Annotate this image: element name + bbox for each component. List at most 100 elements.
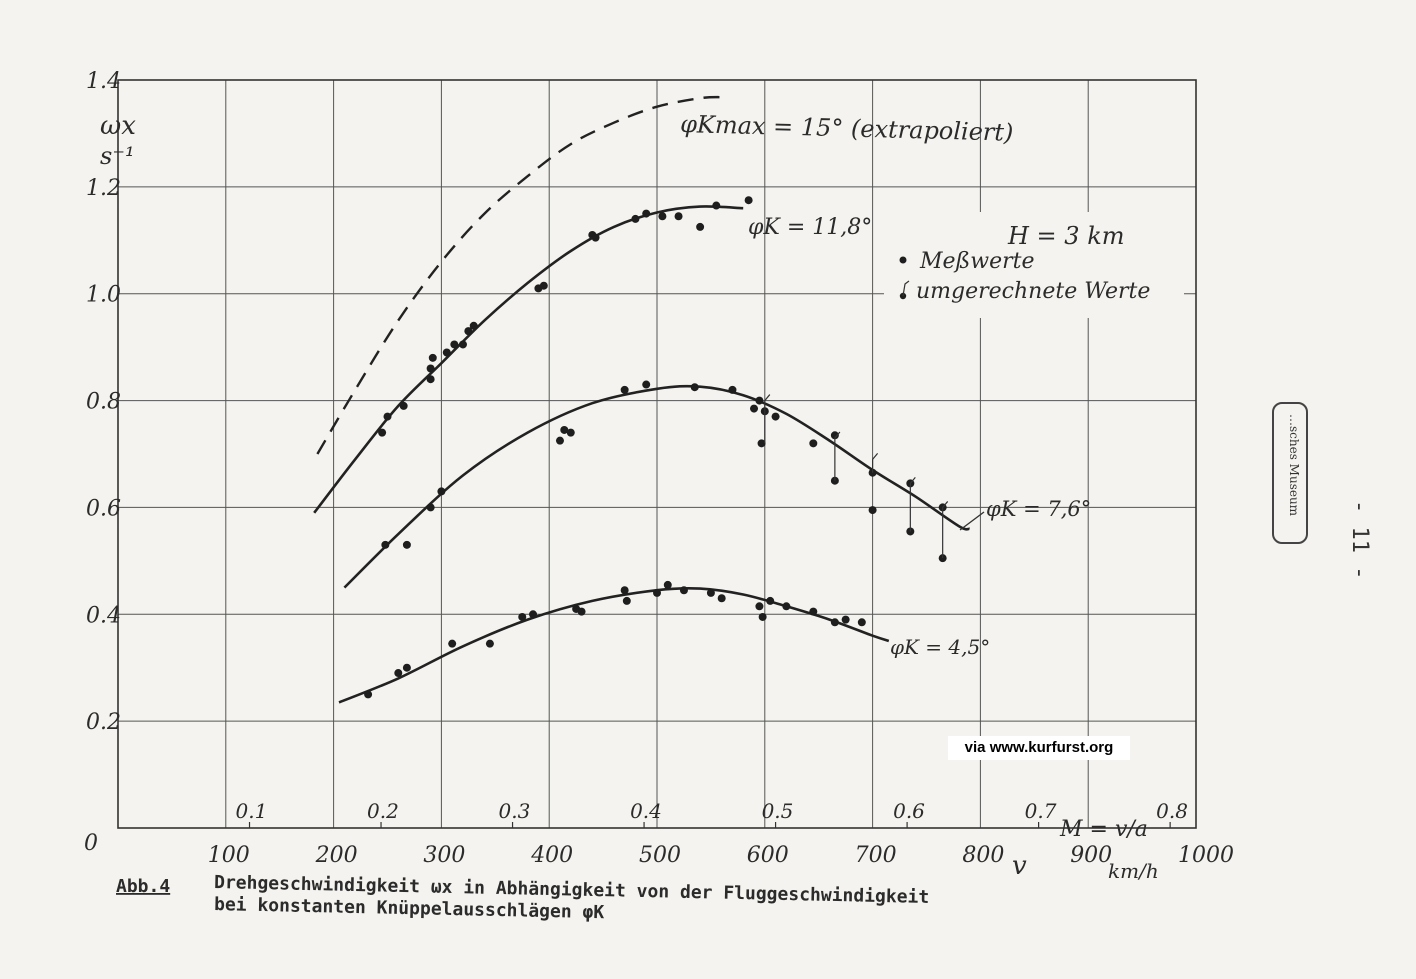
watermark: via www.kurfurst.org — [948, 736, 1130, 760]
data-point — [782, 602, 791, 611]
data-point — [448, 639, 457, 648]
curve-label-max: φKmax = 15° (extrapoliert) — [680, 110, 1014, 147]
origin-label: 0 — [84, 831, 98, 856]
data-point — [364, 690, 373, 699]
x-tick-label: 900 — [1070, 843, 1112, 868]
grid — [118, 80, 1196, 828]
data-point — [868, 506, 877, 515]
data-point — [622, 596, 631, 605]
series-curve-3 — [338, 586, 890, 704]
x-axis-label-unit: km/h — [1108, 859, 1159, 883]
curves — [313, 95, 970, 704]
legend-altitude: H = 3 km — [1007, 222, 1125, 250]
legend-converted: umgerechnete Werte — [916, 279, 1150, 304]
y-axis-label-unit: s⁻¹ — [100, 142, 135, 170]
plot-frame — [117, 79, 1197, 829]
data-point — [841, 615, 850, 624]
series-curve-0 — [316, 95, 722, 455]
curve-label-11-8: φK = 11,8° — [748, 215, 872, 240]
data-point — [744, 196, 753, 205]
curve-label-7-6-leader — [959, 511, 985, 531]
series-curve-2 — [343, 384, 970, 589]
data-point — [485, 639, 494, 648]
data-point — [766, 596, 775, 605]
data-point — [712, 201, 721, 210]
x-tick-label: 100 — [208, 843, 250, 868]
data-point — [696, 222, 705, 231]
data-point — [399, 401, 408, 410]
legend-converted-tick — [902, 280, 910, 297]
y-tick-label: 1.2 — [86, 176, 121, 201]
data-point — [381, 540, 390, 549]
data-point — [394, 669, 403, 678]
data-point — [642, 209, 651, 218]
series-curve-1 — [313, 205, 744, 514]
data-point — [555, 436, 564, 445]
data-point — [560, 425, 569, 434]
corrected-value-marker — [834, 431, 841, 481]
data-point — [674, 212, 683, 221]
data-point — [771, 412, 780, 421]
curve-label-7-6: φK = 7,6° — [986, 497, 1091, 521]
y-tick-label: 0.8 — [86, 390, 121, 415]
mach-tick-label: 0.4 — [630, 799, 662, 823]
mach-tick-label: 0.3 — [499, 799, 531, 823]
data-point — [402, 663, 411, 672]
data-point — [620, 385, 629, 394]
data-point — [830, 431, 839, 440]
y-tick-label: 0.4 — [86, 603, 121, 628]
data-point — [757, 439, 766, 448]
data-point — [755, 396, 764, 405]
data-point — [442, 348, 451, 357]
x-tick-label: 300 — [423, 843, 465, 868]
data-point — [620, 586, 629, 595]
x-tick-label: 600 — [747, 843, 789, 868]
data-point — [426, 364, 435, 373]
data-point — [830, 618, 839, 627]
data-point — [437, 487, 446, 496]
data-point — [750, 404, 759, 413]
data-point — [450, 340, 459, 349]
y-tick-label: 1.4 — [86, 69, 121, 94]
mach-tick-label: 0.6 — [893, 799, 925, 823]
y-tick-label: 1.0 — [86, 283, 121, 308]
data-point — [518, 612, 527, 621]
data-point — [426, 375, 435, 384]
data-point — [642, 380, 651, 389]
legend: H = 3 km Meßwerte umgerechnete Werte — [884, 212, 1184, 318]
data-point — [728, 385, 737, 394]
x-tick-label: 400 — [530, 843, 573, 868]
stamp-text: …sches Museum — [1287, 414, 1301, 517]
data-point — [653, 588, 661, 597]
data-point — [464, 327, 473, 336]
data-point — [717, 594, 726, 603]
corrected-value-marker — [909, 477, 916, 532]
data-point — [378, 428, 387, 437]
mach-tick-label: 0.2 — [367, 799, 399, 823]
data-point — [658, 212, 667, 221]
data-point — [402, 540, 411, 549]
data-point — [631, 214, 640, 223]
page-number: - 11 - — [1347, 500, 1372, 580]
data-point — [706, 588, 715, 597]
data-point — [428, 353, 437, 362]
data-point — [809, 439, 818, 448]
data-point — [529, 610, 538, 619]
data-point — [426, 503, 435, 512]
data-point — [755, 602, 764, 611]
data-point — [857, 618, 866, 627]
x-tick-label: 700 — [855, 843, 897, 868]
mach-tick-label: 0.1 — [236, 799, 268, 823]
mach-axis-label: M = v/a — [1059, 817, 1148, 842]
data-points — [364, 196, 949, 699]
data-point — [566, 428, 575, 437]
mach-tick-label: 0.5 — [762, 799, 794, 823]
y-tick-label: 0.6 — [86, 496, 121, 521]
data-point — [663, 580, 672, 589]
data-point — [383, 412, 392, 421]
data-point — [539, 281, 548, 290]
curve-label-4-5: φK = 4,5° — [890, 635, 990, 659]
data-point — [679, 586, 688, 595]
data-point — [809, 607, 818, 616]
